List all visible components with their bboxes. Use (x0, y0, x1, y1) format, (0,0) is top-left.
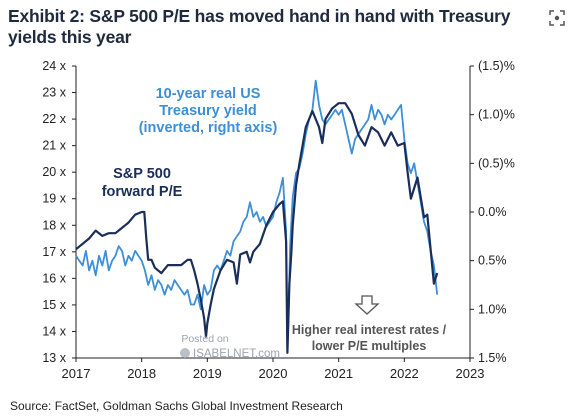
left-tick-label: 23 x (42, 86, 66, 100)
note-label: Higher real interest rates / (292, 323, 447, 337)
x-tick-label: 2022 (390, 366, 419, 381)
down-arrow-icon (354, 295, 380, 315)
yield-series-line (75, 79, 439, 355)
right-tick-label: (1.5)% (478, 59, 515, 73)
x-tick-label: 2023 (456, 366, 485, 381)
chart-title: Exhibit 2: S&P 500 P/E has moved hand in… (8, 6, 511, 47)
x-tick-label: 2017 (62, 366, 91, 381)
x-tick-label: 2018 (127, 366, 156, 381)
right-tick-label: 1.5% (478, 351, 507, 365)
left-tick-label: 21 x (42, 139, 66, 153)
left-tick-label: 22 x (42, 112, 66, 126)
x-tick-label: 2019 (193, 366, 222, 381)
yield-series-label: 10-year real US (156, 86, 261, 102)
yield-series-label: Treasury yield (159, 103, 257, 119)
x-tick-label: 2020 (259, 366, 288, 381)
right-tick-label: (1.0)% (478, 108, 515, 122)
note-label: lower P/E multiples (312, 339, 427, 353)
chart-series (75, 79, 439, 355)
focus-frame-icon[interactable] (548, 9, 566, 27)
pe-series-line (75, 102, 439, 354)
right-tick-label: 0.0% (478, 205, 507, 219)
left-tick-label: 15 x (42, 298, 66, 312)
left-tick-label: 24 x (42, 59, 66, 73)
right-tick-label: 0.5% (478, 254, 507, 268)
watermark-logo-icon (180, 348, 190, 358)
left-tick-label: 16 x (42, 271, 66, 285)
left-tick-label: 13 x (42, 351, 66, 365)
left-tick-label: 20 x (42, 165, 66, 179)
source-note: Source: FactSet, Goldman Sachs Global In… (10, 399, 343, 413)
watermark-line2: ISABELNET.com (193, 348, 280, 360)
right-tick-label: (0.5)% (478, 156, 515, 170)
right-tick-label: 1.0% (478, 302, 507, 316)
yield-series-label: (inverted, right axis) (139, 120, 278, 136)
chart-axes: 24 x 23 x 22 x 21 x 20 x 19 x 18 x 17 x 16 x 15 x… (42, 59, 514, 381)
x-tick-label: 2021 (324, 366, 353, 381)
left-tick-label: 18 x (42, 218, 66, 232)
watermark-line1: Posted on (181, 333, 228, 345)
pe-series-label: forward P/E (102, 184, 183, 200)
left-tick-label: 17 x (42, 245, 66, 259)
pe-series-label: S&P 500 (113, 166, 171, 182)
left-tick-label: 19 x (42, 192, 66, 206)
left-tick-label: 14 x (42, 324, 66, 338)
